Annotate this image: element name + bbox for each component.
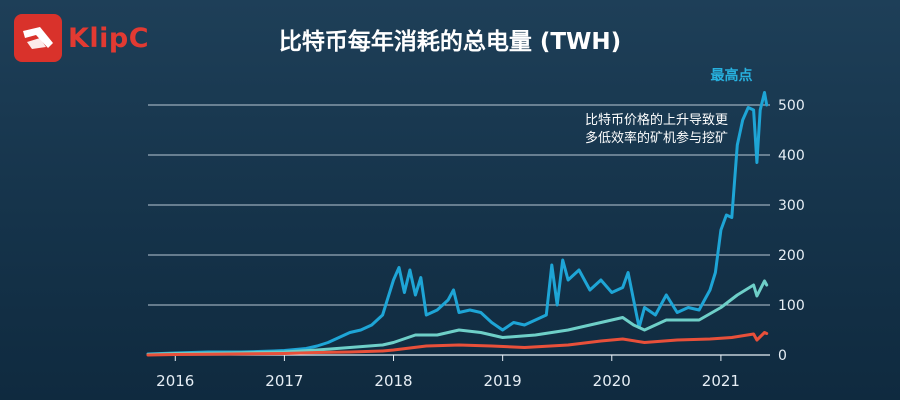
- y-axis-ticks: 0 100 200 300 400 500: [778, 98, 805, 364]
- chart-series: [146, 91, 769, 357]
- series-line-1: [146, 91, 769, 356]
- series-line-3: [146, 331, 769, 357]
- y-tick-label: 0: [778, 348, 787, 364]
- logo-mark-icon: [14, 14, 62, 62]
- y-tick-label: 300: [778, 198, 805, 214]
- chart-grid: [148, 104, 770, 306]
- brand-logo: KlipC: [14, 14, 149, 62]
- y-tick-label: 100: [778, 298, 805, 314]
- brand-name: KlipC: [68, 22, 150, 54]
- series-line-2: [146, 279, 769, 356]
- x-axis: 2016 2017 2018 2019 2020 2021: [148, 354, 770, 390]
- annotation-line-1: 比特币价格的上升导致更: [585, 112, 728, 128]
- y-tick-label: 500: [778, 98, 805, 114]
- x-tick-label: 2019: [484, 372, 522, 390]
- annotation-line-2: 多低效率的矿机参与挖矿: [585, 130, 728, 146]
- y-tick-label: 400: [778, 148, 805, 164]
- x-tick-label: 2021: [702, 372, 740, 390]
- x-tick-label: 2017: [265, 372, 303, 390]
- x-tick-label: 2016: [156, 372, 194, 390]
- x-tick-label: 2018: [374, 372, 412, 390]
- x-tick-label: 2020: [593, 372, 631, 390]
- peak-annotation: 最高点: [711, 67, 753, 84]
- chart-title: 比特币每年消耗的总电量 (TWH): [278, 29, 622, 55]
- y-tick-label: 200: [778, 248, 805, 264]
